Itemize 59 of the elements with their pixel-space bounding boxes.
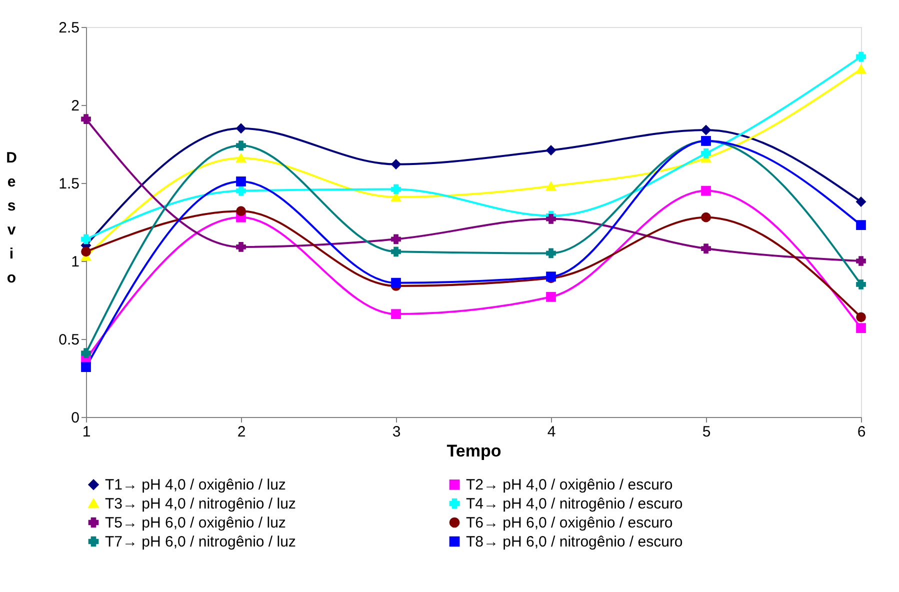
legend-label: T4→ pH 4,0 / nitrogênio / escuro [466, 496, 683, 512]
point [391, 234, 401, 244]
legend-label: T3→ pH 4,0 / nitrogênio / luz [105, 496, 296, 512]
point [546, 182, 556, 190]
point [856, 196, 866, 207]
x-tick-label: 3 [392, 424, 401, 440]
point [701, 244, 711, 254]
x-tick-label: 5 [702, 424, 711, 440]
point [856, 323, 866, 334]
point [856, 312, 866, 322]
y-tick-label: 2.5 [58, 20, 80, 36]
point [701, 186, 711, 196]
point [236, 140, 246, 150]
point [81, 348, 91, 358]
legend-label: T5→ pH 6,0 / oxigênio / luz [105, 514, 286, 532]
point [701, 125, 711, 135]
point [856, 64, 866, 74]
y-tick-label: 0.5 [58, 332, 80, 348]
y-axis-title: Desvio [6, 150, 18, 286]
point [236, 176, 246, 186]
y-tick-label: 1.5 [58, 176, 80, 192]
point [236, 123, 246, 134]
x-tick-label: 1 [82, 424, 91, 440]
point [81, 246, 91, 257]
legend-label: T8→ pH 6,0 / nitrogênio / escuro [466, 534, 683, 550]
y-tick-label: 1 [71, 254, 80, 270]
y-tick-label: 0 [71, 410, 80, 426]
point [81, 114, 91, 124]
point [856, 279, 866, 290]
legend-label: T1→ pH 4,0 / oxigênio / luz [105, 476, 286, 494]
point [701, 148, 711, 158]
point [236, 206, 246, 216]
point [546, 214, 556, 224]
point [856, 52, 866, 62]
point [856, 256, 866, 266]
point [236, 154, 246, 162]
point [391, 184, 401, 194]
point [546, 248, 556, 258]
point [81, 362, 91, 372]
x-tick-label: 4 [547, 424, 556, 440]
point [391, 309, 401, 319]
x-tick-label: 6 [857, 424, 866, 440]
point [391, 278, 401, 288]
point [236, 242, 246, 252]
point [391, 159, 401, 170]
legend-label: T6→ pH 6,0 / oxigênio / escuro [466, 514, 673, 532]
point [546, 292, 556, 302]
point [391, 246, 401, 257]
y-tick-label: 2 [71, 98, 80, 114]
point [546, 145, 556, 156]
point [81, 234, 91, 244]
point [236, 186, 246, 196]
point [391, 192, 401, 202]
point [856, 220, 866, 230]
legend-label: T2→ pH 4,0 / oxigênio / escuro [466, 476, 673, 494]
legend-label: T7→ pH 6,0 / nitrogênio / luz [105, 534, 296, 550]
x-tick-label: 2 [237, 424, 246, 440]
x-axis-title: Tempo [446, 442, 502, 460]
point [701, 212, 711, 222]
